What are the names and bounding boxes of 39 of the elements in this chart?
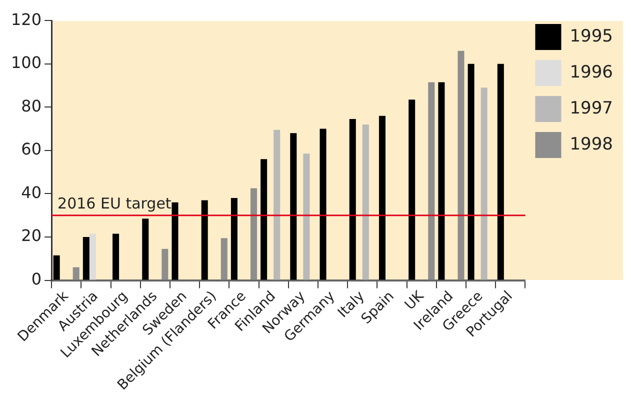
legend-label: 1998 bbox=[570, 134, 613, 154]
ref-line-label: 2016 EU target bbox=[58, 194, 172, 213]
bar bbox=[172, 202, 178, 280]
bar bbox=[220, 238, 228, 280]
bar bbox=[260, 159, 268, 280]
bar bbox=[250, 188, 258, 280]
bar bbox=[53, 255, 60, 280]
y-tick-label: 0 bbox=[31, 269, 42, 288]
y-tick-label: 120 bbox=[10, 10, 42, 29]
bar bbox=[497, 64, 504, 280]
bar bbox=[142, 218, 149, 280]
bar bbox=[230, 198, 238, 280]
y-tick-label: 20 bbox=[21, 226, 42, 246]
bar bbox=[303, 154, 310, 280]
y-tick-label: 100 bbox=[10, 53, 42, 72]
bar bbox=[72, 267, 80, 280]
bar bbox=[428, 82, 435, 280]
bar bbox=[290, 133, 297, 280]
y-tick-label: 60 bbox=[21, 140, 42, 159]
bar bbox=[468, 64, 474, 280]
bar bbox=[320, 128, 326, 280]
bar bbox=[438, 82, 445, 280]
bar bbox=[349, 119, 356, 280]
y-tick-label: 40 bbox=[21, 182, 42, 202]
bar bbox=[480, 88, 488, 280]
bar bbox=[362, 124, 369, 280]
bar bbox=[378, 116, 386, 280]
y-tick-label: 80 bbox=[21, 96, 42, 116]
legend-label: 1997 bbox=[570, 98, 613, 118]
bar bbox=[458, 50, 464, 280]
bar bbox=[274, 130, 280, 280]
bar bbox=[82, 237, 90, 280]
legend-label: 1995 bbox=[570, 26, 613, 46]
bar bbox=[89, 234, 96, 280]
bar bbox=[201, 200, 208, 280]
legend-label: 1996 bbox=[570, 62, 613, 82]
bar bbox=[408, 100, 416, 280]
bar bbox=[112, 234, 120, 280]
bar bbox=[162, 248, 168, 280]
